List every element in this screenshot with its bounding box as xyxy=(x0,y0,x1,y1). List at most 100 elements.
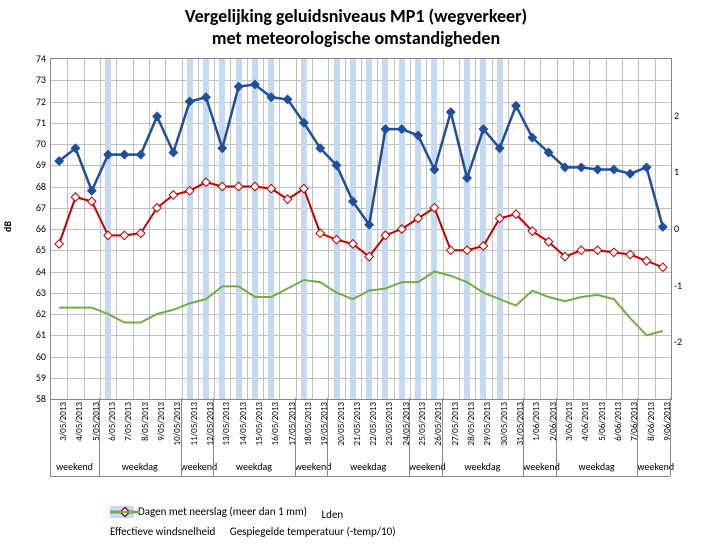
x-date-label: 3/05/2013 xyxy=(58,402,69,452)
wind-marker xyxy=(104,231,112,239)
x-date-label: 21/05/2013 xyxy=(352,402,363,452)
temp-swatch-icon xyxy=(110,505,140,519)
y1-tick-label: 72 xyxy=(22,95,46,108)
x-date-label: 16/05/2013 xyxy=(270,402,281,452)
y1-tick-label: 66 xyxy=(22,222,46,235)
wind-marker xyxy=(202,178,210,186)
lden-marker xyxy=(201,92,211,102)
x-category-label: weekend xyxy=(50,460,99,473)
legend-lden: Lden xyxy=(322,508,344,521)
x-date-label: 31/05/2013 xyxy=(515,402,526,452)
x-date-label: 5/05/2013 xyxy=(91,402,102,452)
y2-tick-label: 2 xyxy=(674,109,679,122)
chart-title: Vergelijking geluidsniveaus MP1 (wegverk… xyxy=(0,0,712,49)
y1-tick-label: 65 xyxy=(22,243,46,256)
x-date-label: 4/06/2013 xyxy=(580,402,591,452)
y1-tick-label: 58 xyxy=(22,392,46,405)
y2-tick-label: 0 xyxy=(674,222,679,235)
wind-marker xyxy=(88,197,96,205)
x-date-label: 1/06/2013 xyxy=(531,402,542,452)
y1-tick-label: 71 xyxy=(22,116,46,129)
y1-tick-label: 63 xyxy=(22,286,46,299)
x-date-label: 3/06/2013 xyxy=(564,402,575,452)
x-category-label: weekend xyxy=(181,460,214,473)
x-date-label: 4/05/2013 xyxy=(74,402,85,452)
legend-lden-label: Lden xyxy=(322,508,344,521)
wind-marker xyxy=(626,250,634,258)
x-date-label: 7/05/2013 xyxy=(123,402,134,452)
x-category-label: weekdag xyxy=(213,460,295,473)
lden-marker xyxy=(625,169,635,179)
lden-marker xyxy=(87,186,97,196)
x-date-label: 20/05/2013 xyxy=(336,402,347,452)
x-date-label: 9/06/2013 xyxy=(662,402,673,452)
y2-tick-label: -1 xyxy=(674,279,682,292)
wind-marker xyxy=(316,229,324,237)
lden-marker xyxy=(381,124,391,134)
y1-tick-label: 74 xyxy=(22,52,46,65)
lden-marker xyxy=(593,165,603,175)
lden-marker xyxy=(136,150,146,160)
y1-tick-label: 59 xyxy=(22,371,46,384)
x-date-label: 26/05/2013 xyxy=(433,402,444,452)
y1-tick-label: 60 xyxy=(22,350,46,363)
x-date-label: 5/06/2013 xyxy=(597,402,608,452)
temp-line xyxy=(59,272,663,336)
lden-marker xyxy=(609,165,619,175)
line-layer xyxy=(51,59,671,399)
lden-marker xyxy=(511,101,521,111)
x-date-label: 29/05/2013 xyxy=(482,402,493,452)
legend: Dagen met neerslag (meer dan 1 mm) Lden … xyxy=(110,505,408,538)
lden-marker xyxy=(119,150,129,160)
x-date-label: 12/05/2013 xyxy=(205,402,216,452)
x-category-label: weekdag xyxy=(556,460,638,473)
lden-marker xyxy=(576,162,586,172)
x-date-label: 25/05/2013 xyxy=(417,402,428,452)
wind-line xyxy=(59,182,663,267)
x-category-label: weekdag xyxy=(99,460,181,473)
x-date-label: 6/05/2013 xyxy=(107,402,118,452)
lden-marker xyxy=(103,150,113,160)
legend-wind: Effectieve windsnelheid xyxy=(110,525,215,538)
y1-tick-label: 61 xyxy=(22,328,46,341)
x-date-label: 8/06/2013 xyxy=(646,402,657,452)
wind-marker xyxy=(185,187,193,195)
x-date-label: 11/05/2013 xyxy=(189,402,200,452)
lden-marker xyxy=(234,82,244,92)
wind-marker xyxy=(71,193,79,201)
lden-marker xyxy=(658,222,668,232)
wind-marker xyxy=(577,246,585,254)
lden-line xyxy=(59,85,663,227)
x-date-label: 18/05/2013 xyxy=(303,402,314,452)
wind-marker xyxy=(642,257,650,265)
wind-marker xyxy=(251,182,259,190)
wind-marker xyxy=(593,246,601,254)
lden-marker xyxy=(185,97,195,107)
plot-area xyxy=(50,58,672,400)
x-date-label: 15/05/2013 xyxy=(254,402,265,452)
x-date-label: 27/05/2013 xyxy=(450,402,461,452)
wind-marker xyxy=(659,263,667,271)
x-date-label: 14/05/2013 xyxy=(238,402,249,452)
lden-marker xyxy=(642,162,652,172)
wind-marker xyxy=(218,182,226,190)
wind-marker xyxy=(332,235,340,243)
y1-axis-title: dB xyxy=(1,221,14,232)
y1-tick-label: 69 xyxy=(22,158,46,171)
legend-temp-label: Gespiegelde temperatuur (-temp/10) xyxy=(230,525,396,538)
wind-marker xyxy=(610,248,618,256)
y2-tick-label: -2 xyxy=(674,335,682,348)
y1-tick-label: 68 xyxy=(22,180,46,193)
chart-container: Vergelijking geluidsniveaus MP1 (wegverk… xyxy=(0,0,712,552)
lden-marker xyxy=(152,111,162,121)
lden-marker xyxy=(168,148,178,158)
wind-marker xyxy=(55,240,63,248)
x-date-label: 6/06/2013 xyxy=(613,402,624,452)
x-category-label: weekdag xyxy=(327,460,409,473)
x-category-label: weekend xyxy=(523,460,556,473)
legend-rain-label: Dagen met neerslag (meer dan 1 mm) xyxy=(138,505,307,518)
lden-marker xyxy=(462,173,472,183)
wind-marker xyxy=(495,214,503,222)
y1-tick-label: 70 xyxy=(22,137,46,150)
lden-marker xyxy=(217,143,227,153)
